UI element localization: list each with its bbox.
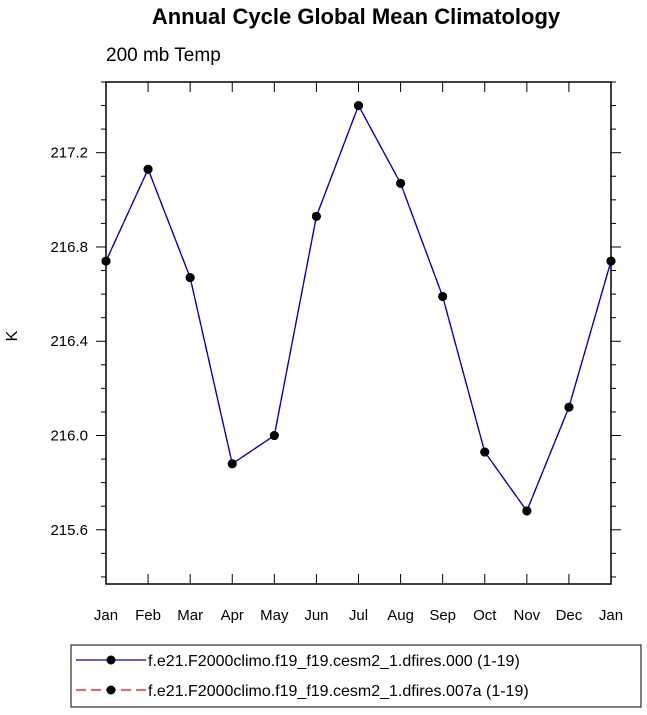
legend-label: f.e21.F2000climo.f19_f19.cesm2_1.dfires.… <box>148 683 529 700</box>
data-point <box>185 273 195 283</box>
series-layer <box>101 101 616 516</box>
x-tick-label: Apr <box>221 607 244 624</box>
x-tick-label: Feb <box>135 607 161 624</box>
data-point <box>354 101 363 111</box>
chart-subtitle: 200 mb Temp <box>106 45 221 66</box>
x-tick-label: Jan <box>599 607 623 624</box>
x-tick-label: Mar <box>177 607 203 624</box>
legend-marker <box>106 685 116 695</box>
x-tick-label: Jan <box>94 607 118 624</box>
x-tick-label: Nov <box>513 607 540 624</box>
y-tick-label: 216.8 <box>50 239 88 256</box>
x-tick-label: Jul <box>349 607 368 624</box>
legend-marker <box>106 655 116 665</box>
y-tick-label: 215.6 <box>50 522 88 539</box>
series-line <box>105 104 612 513</box>
plot-frame <box>105 81 612 585</box>
y-tick-label: 216.4 <box>50 333 88 350</box>
data-point <box>522 506 532 516</box>
data-point <box>564 402 574 412</box>
y-tick-label: 216.0 <box>50 428 88 445</box>
chart-title: Annual Cycle Global Mean Climatology <box>152 4 561 29</box>
x-tick-label: Jun <box>304 607 328 624</box>
data-point <box>269 431 279 441</box>
x-tick-label: Dec <box>556 607 583 624</box>
axis-ticks: Jan Feb Mar Apr May Jun Jul Aug Sep Oct Nov Dec Jan 2… <box>50 81 623 624</box>
legend: f.e21.F2000climo.f19_f19.cesm2_1.dfires.… <box>70 644 642 708</box>
x-tick-label: Aug <box>387 607 414 624</box>
x-tick-label: Sep <box>429 607 456 624</box>
series-line <box>105 104 612 513</box>
legend-label: f.e21.F2000climo.f19_f19.cesm2_1.dfires.… <box>148 653 520 670</box>
x-tick-label: May <box>260 607 289 624</box>
x-tick-label: Oct <box>473 607 497 624</box>
y-axis-label: K <box>4 330 21 341</box>
y-tick-label: 217.2 <box>50 145 88 162</box>
data-point <box>311 211 321 221</box>
data-point <box>143 164 153 174</box>
data-point <box>480 447 490 457</box>
data-point <box>438 291 448 301</box>
data-point <box>396 178 406 188</box>
data-point <box>227 459 237 469</box>
legend-box <box>70 644 642 708</box>
